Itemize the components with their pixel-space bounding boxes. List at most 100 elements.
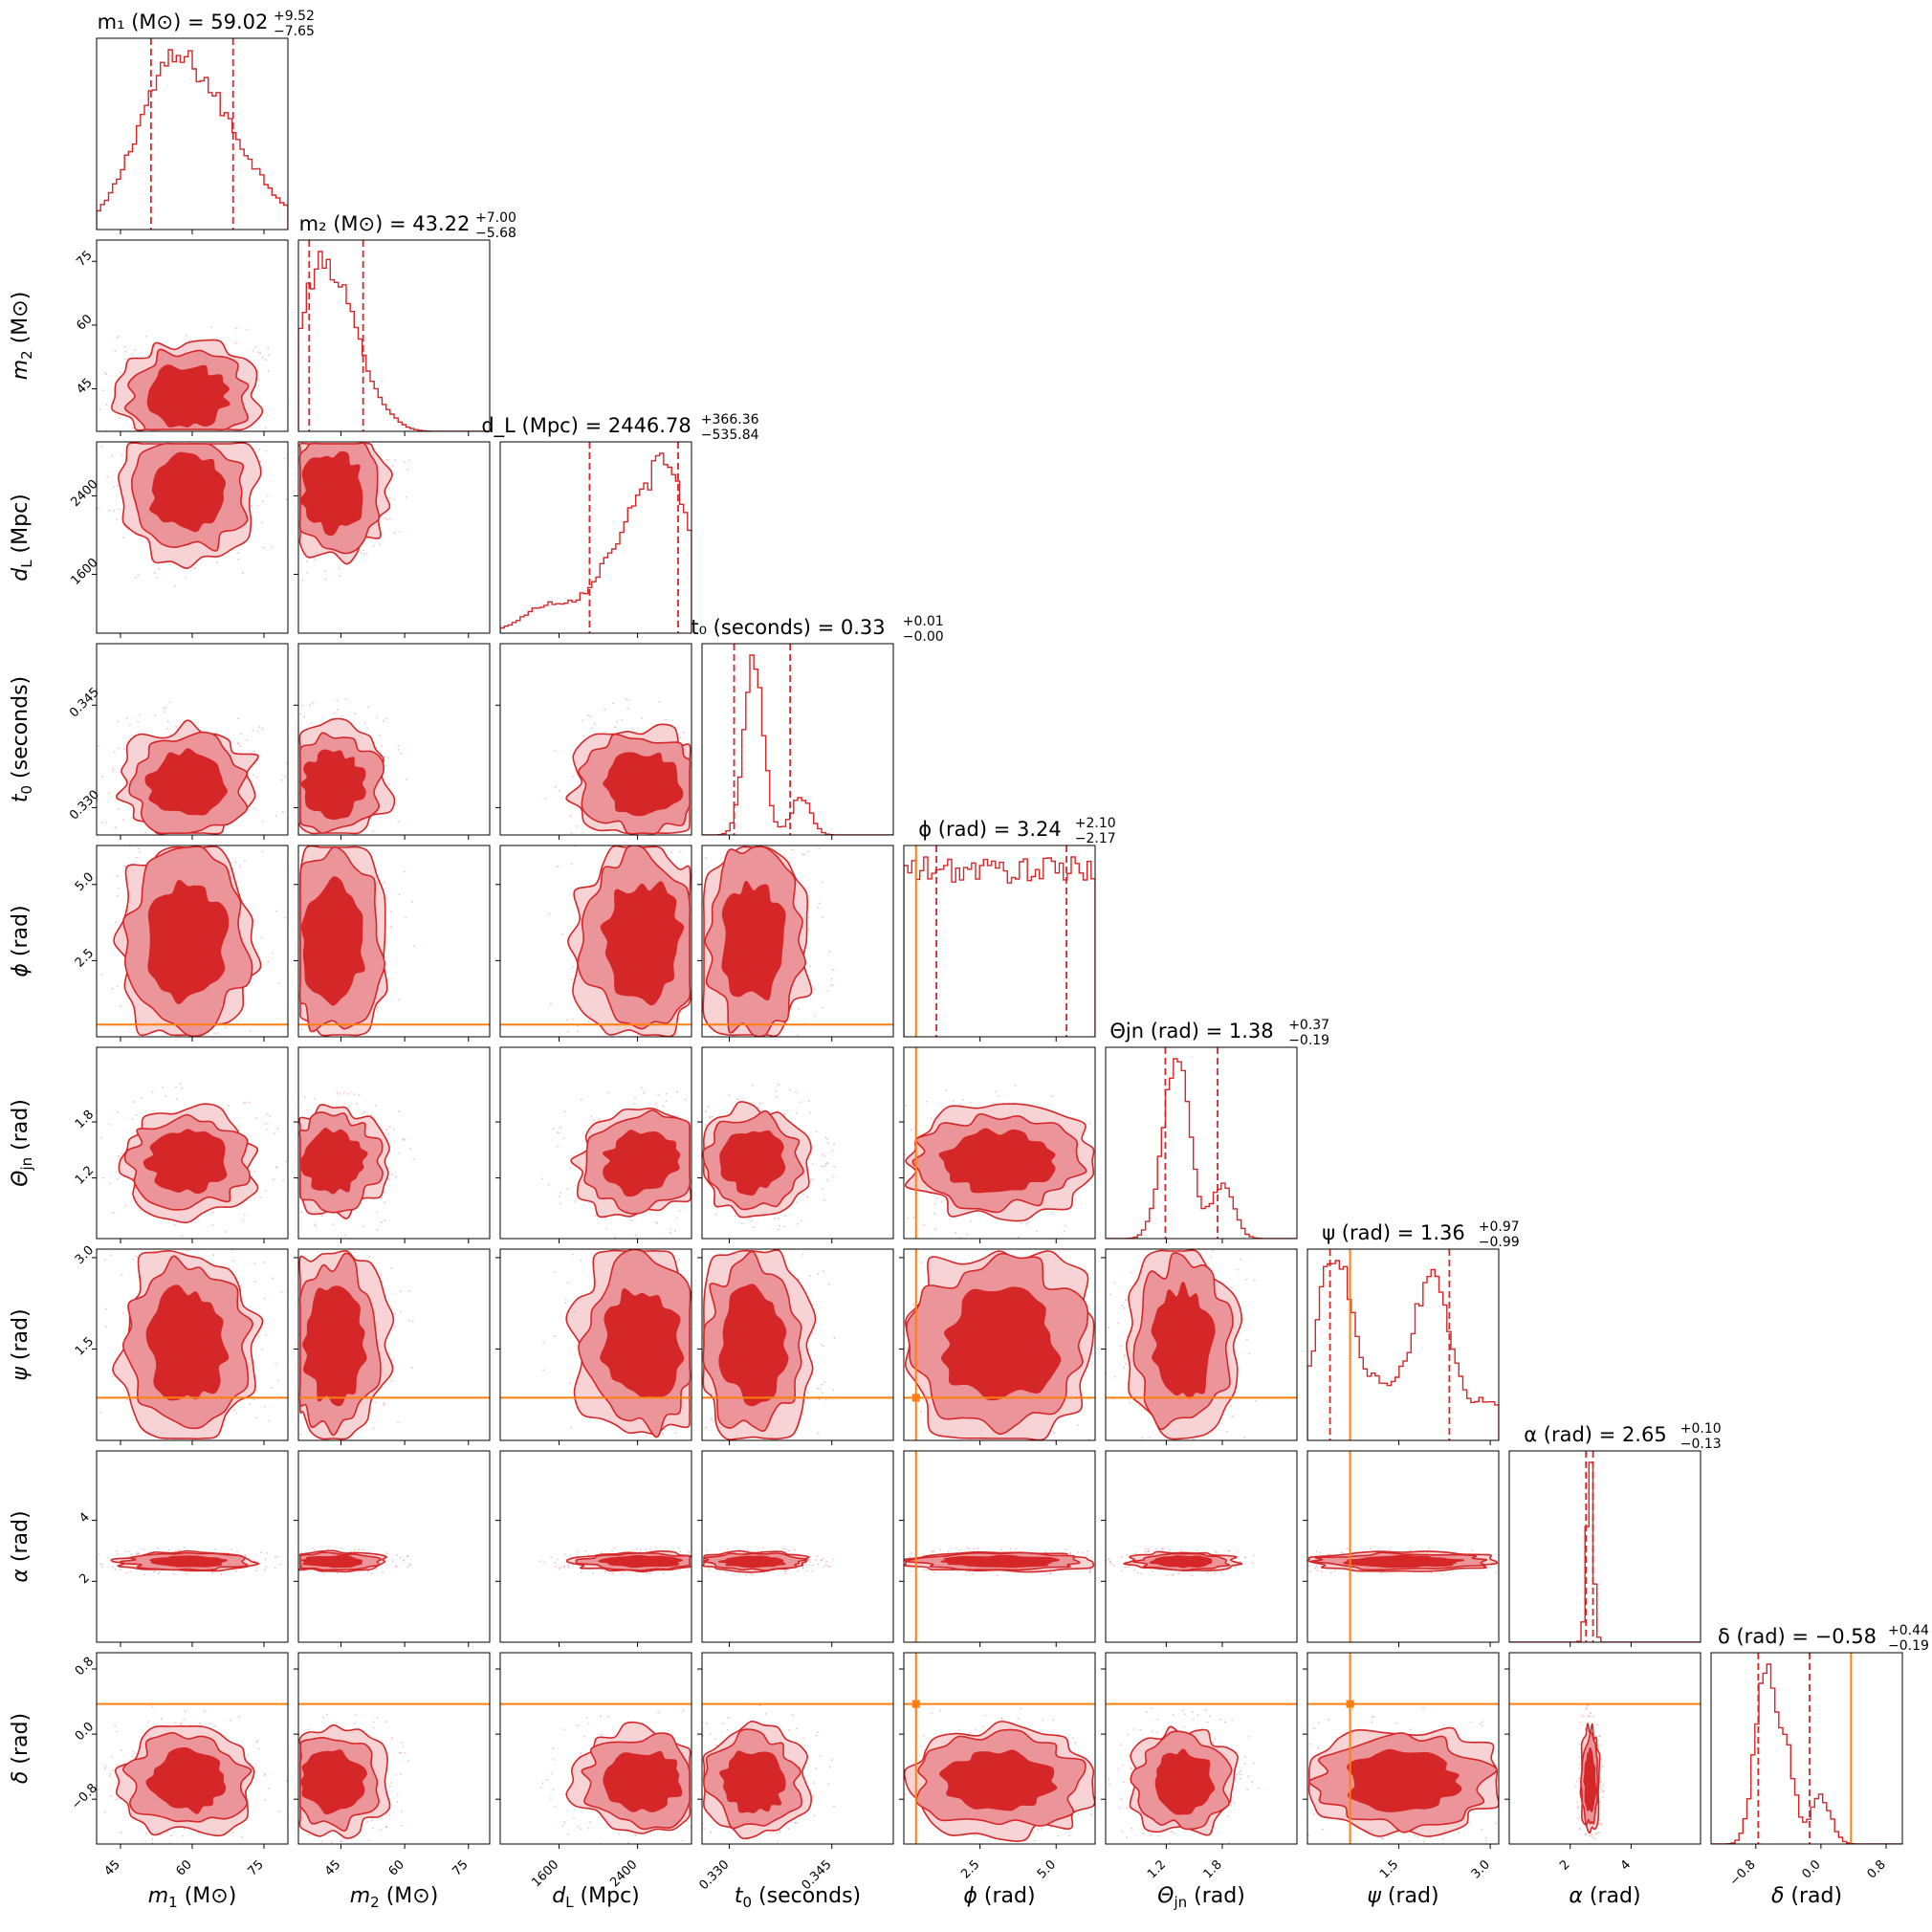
panel-m1-theta: 1.2 1.8 [73,1046,289,1243]
contours-theta-delta [1129,1725,1239,1836]
panel-frame [297,1046,491,1240]
contours-t0-alpha [702,1549,810,1573]
contours-m1-phi [113,845,262,1037]
panel-frame [499,441,692,634]
panel-frame [499,643,692,836]
xlabel-alpha: α (rad) [1569,1884,1640,1908]
ytick-label-psi: 1.5 [73,1334,97,1358]
contours-m1-delta [115,1724,255,1837]
hist-alpha [1509,1461,1701,1642]
panel-dL-t0 [495,643,692,840]
panel-frame [1306,1248,1500,1441]
panel-frame [903,845,1096,1038]
panel-dL-dL: d_L (Mpc) = 2446.78 +366.36−535.84 [481,412,759,638]
xlabel-phi: ϕ (rad) [963,1884,1035,1908]
title-sup-delta: +0.44 [1888,1623,1929,1638]
panel-frame [701,1046,894,1240]
panel-frame [1508,1652,1701,1845]
panel-frame [1105,1248,1298,1441]
ytick-label-theta: 1.2 [73,1163,97,1187]
title-sup-psi: +0.97 [1479,1219,1520,1235]
contours-m1-dL [118,442,262,569]
title-sub-m2: −5.68 [475,226,516,241]
title-sub-theta: −0.19 [1288,1033,1329,1048]
contours-theta-alpha [1123,1550,1243,1571]
hist-theta [1106,1058,1297,1239]
injection-marker [911,1394,920,1402]
panel-theta-delta: 1.2 1.8 [1101,1652,1298,1881]
xlabel-m2: m2 (M⊙) [350,1884,439,1911]
panel-t0-theta [697,1046,894,1243]
title-sub-delta: −0.19 [1888,1638,1929,1654]
contours-dL-theta [570,1108,692,1218]
xlabel-t0: t0 (seconds) [735,1884,861,1911]
panel-frame [297,1248,491,1441]
panel-frame [701,1248,894,1441]
contours-m2-t0 [298,717,396,835]
panel-frame [903,1450,1096,1643]
title-sup-alpha: +0.10 [1680,1421,1722,1437]
panel-frame [1710,1652,1903,1845]
panel-frame [1105,1450,1298,1643]
contours-phi-theta [905,1103,1095,1222]
title-sup-m2: +7.00 [475,210,516,226]
panel-m2-dL [294,441,491,638]
xtick-label-m2: 75 [450,1857,471,1878]
title-sup-phi: +2.10 [1075,816,1116,831]
contours-phi-alpha [904,1550,1095,1573]
contours-phi-psi [904,1250,1095,1440]
title-alpha: α (rad) = 2.65 [1524,1423,1666,1446]
panel-m2-theta [294,1046,491,1243]
panel-phi-psi [899,1248,1096,1445]
hist-m1 [97,49,288,230]
panel-dL-delta: 1600 2400 [495,1652,692,1890]
xtick-label-m2: 45 [322,1857,343,1878]
panel-frame [297,643,491,836]
title-sup-dL: +366.36 [701,412,759,428]
panel-dL-phi [495,845,692,1042]
title-m1: m₁ (M⊙) = 59.02 [98,11,269,33]
panel-m2-phi [294,845,491,1042]
xtick-label-theta: 1.2 [1145,1857,1169,1881]
panel-psi-alpha [1303,1450,1500,1647]
panel-t0-delta: 0.330 0.345 [696,1652,894,1893]
panel-m2-psi [294,1248,491,1445]
contours-t0-phi [702,845,813,1037]
panel-delta-delta: δ (rad) = −0.58 +0.44−0.19 −0.8 0.0 0.8 [1710,1623,1929,1889]
panel-frame [1306,1450,1500,1643]
title-sub-m1: −7.65 [274,24,315,39]
panel-m2-alpha [294,1450,491,1647]
xtick-label-alpha: 2 [1557,1857,1572,1873]
panel-frame [903,1046,1096,1240]
panel-frame [96,1450,289,1643]
title-sub-phi: −2.17 [1075,831,1116,846]
contours-alpha-delta [1579,1723,1601,1834]
contours-theta-psi [1125,1249,1243,1440]
title-psi: ψ (rad) = 1.36 [1322,1221,1464,1244]
title-t0: t₀ (seconds) = 0.33 [691,616,885,639]
ylabel-t0: t0 (seconds) [9,676,35,802]
contours-t0-theta [702,1101,812,1218]
xtick-label-m1: 75 [246,1857,267,1878]
ylabel-m2: m2 (M⊙) [9,292,35,381]
contours-m1-theta [118,1103,259,1224]
ytick-label-phi: 5.0 [73,870,97,894]
panel-theta-alpha [1101,1450,1298,1647]
panel-t0-phi [697,845,894,1042]
ytick-label-psi: 3.0 [73,1243,97,1267]
ytick-label-m2: 60 [74,312,95,333]
contours-dL-alpha [565,1549,692,1573]
ylabel-dL: dL (Mpc) [9,494,35,582]
panel-dL-alpha [495,1450,692,1647]
panel-frame [903,1248,1096,1441]
panel-m1-phi: 2.5 5.0 [73,845,289,1042]
scatter-m1-m2 [99,326,288,431]
panel-frame [499,845,692,1038]
panel-frame [297,1450,491,1643]
ytick-label-delta: 0.8 [73,1655,97,1679]
xlabel-m1: m1 (M⊙) [148,1884,237,1911]
panel-frame [499,1652,692,1845]
